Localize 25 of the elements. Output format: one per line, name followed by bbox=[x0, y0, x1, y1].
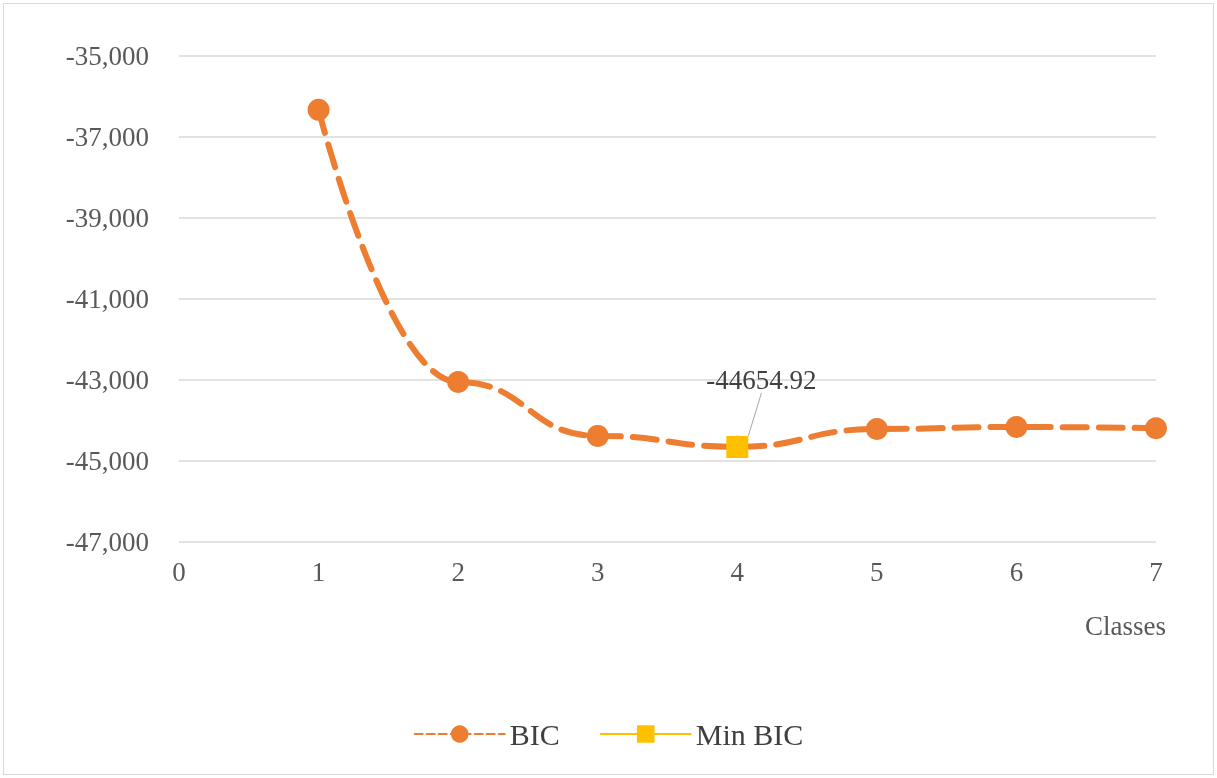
y-tick-label: -39,000 bbox=[65, 203, 149, 233]
y-tick-label: -47,000 bbox=[65, 527, 149, 557]
x-tick-label: 3 bbox=[590, 556, 605, 587]
x-tick-label: 0 bbox=[172, 556, 186, 587]
x-axis-title: Classes bbox=[1085, 610, 1166, 641]
legend-label: Min BIC bbox=[695, 717, 804, 751]
legend-label: BIC bbox=[509, 717, 560, 751]
x-tick-label: 7 bbox=[1149, 556, 1163, 587]
point bbox=[1145, 417, 1167, 440]
point bbox=[447, 371, 470, 394]
y-tick-label: -41,000 bbox=[65, 284, 149, 314]
point bbox=[865, 418, 888, 440]
point bbox=[1005, 415, 1028, 438]
x-tick-label: 5 bbox=[870, 556, 884, 587]
x-tick-label: 6 bbox=[1009, 556, 1024, 587]
x-tick-label: 4 bbox=[730, 556, 745, 587]
point bbox=[586, 424, 609, 447]
x-tick-label: 2 bbox=[451, 556, 465, 587]
x-tick-label: 1 bbox=[311, 556, 326, 587]
y-tick-label: -43,000 bbox=[65, 365, 149, 395]
data-label: -44654.92 bbox=[706, 364, 817, 395]
y-tick-label: -37,000 bbox=[65, 122, 149, 152]
y-tick-label: -35,000 bbox=[65, 41, 149, 71]
point bbox=[307, 98, 330, 121]
y-tick-label: -45,000 bbox=[65, 446, 149, 476]
